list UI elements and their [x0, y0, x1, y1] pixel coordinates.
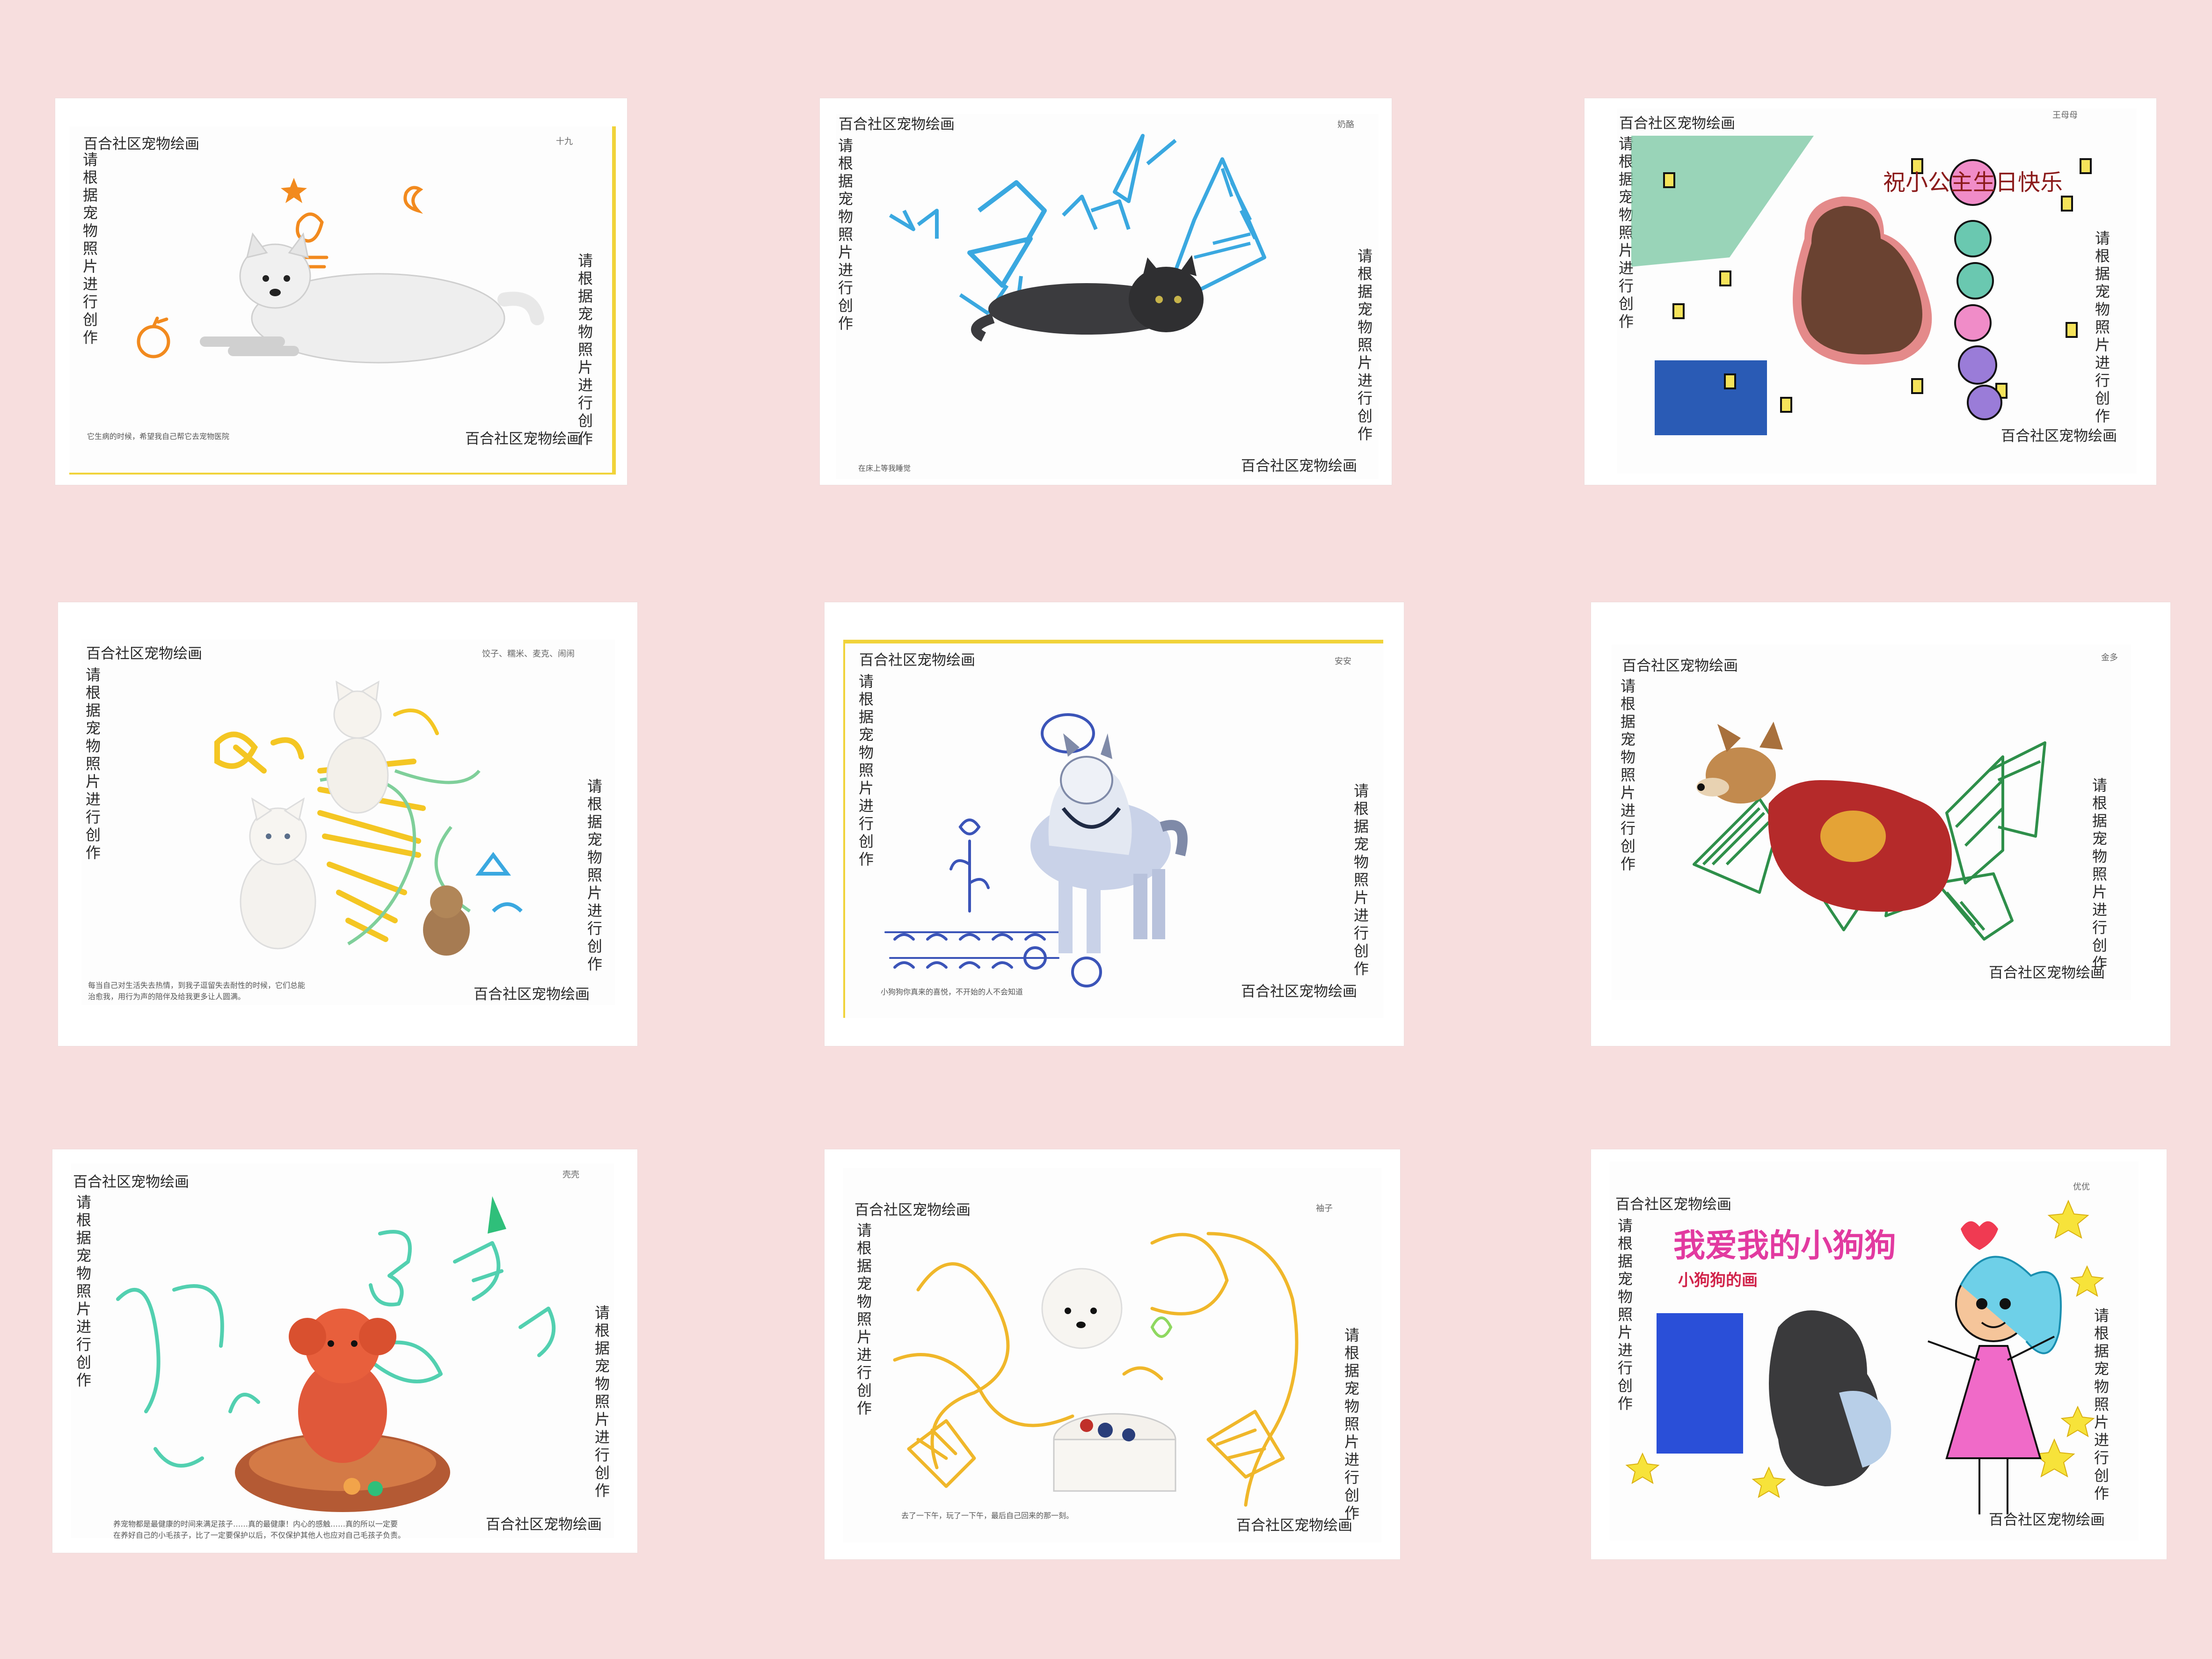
artwork-card-7[interactable]: 百合社区宠物绘画 请根据宠物照片进行创作 请根据宠物照片进行创作 壳壳 养宠物都…: [52, 1149, 637, 1553]
pet-name: 饺子、糯米、麦克、闹闹: [482, 649, 575, 659]
caption: 在床上等我睡觉: [858, 464, 911, 473]
side-text-right: 请根据宠物照片进行创作: [587, 777, 602, 973]
pet-drawing: [1625, 1199, 2104, 1514]
pet-drawing: [214, 680, 523, 956]
pet-drawing: [884, 713, 1188, 987]
card-title: 百合社区宠物绘画: [854, 1202, 971, 1219]
caption-line-1: 养宠物都是最健康的时间来满足孩子……真的最健康！内心的感触……真的所以一定要: [113, 1520, 398, 1528]
pet-name: 金多: [2101, 653, 2118, 663]
card-footer: 百合社区宠物绘画: [2001, 428, 2117, 445]
bichon-and-cake-photo: [1041, 1268, 1176, 1492]
cat-photo-3: [423, 885, 470, 956]
side-text-right: 请根据宠物照片进行创作: [1344, 1326, 1359, 1522]
pet-drawing: [1693, 722, 2046, 941]
side-text-right: 请根据宠物照片进行创作: [1357, 247, 1372, 443]
corgi-photo: [1696, 722, 1952, 912]
card-title: 百合社区宠物绘画: [1622, 658, 1738, 674]
side-text-right: 请根据宠物照片进行创作: [2094, 1307, 2109, 1502]
side-text-right: 请根据宠物照片进行创作: [2092, 776, 2107, 972]
card-title: 百合社区宠物绘画: [73, 1174, 189, 1191]
card-footer: 百合社区宠物绘画: [486, 1516, 602, 1533]
card-footer: 百合社区宠物绘画: [1989, 965, 2105, 981]
artwork-card-9[interactable]: 百合社区宠物绘画 请根据宠物照片进行创作 请根据宠物照片进行创作 优优 百合社区…: [1591, 1149, 2167, 1559]
caption: 它生病的时候，希望我自己帮它去宠物医院: [87, 432, 230, 441]
cat-photo-2: [240, 797, 316, 950]
side-text-right: 请根据宠物照片进行创作: [594, 1304, 610, 1499]
caption: 小狗狗你真来的喜悦，不开始的人不会知道: [881, 987, 1023, 996]
pet-name: 优优: [2073, 1182, 2090, 1192]
drawn-title: 我爱我的小狗狗: [1673, 1228, 1897, 1264]
side-text-right: 请根据宠物照片进行创作: [1353, 782, 1369, 978]
side-text-left: 请根据宠物照片进行创作: [1617, 1217, 1633, 1412]
side-text-left: 请根据宠物照片进行创作: [1620, 677, 1635, 873]
pet-name: 袖子: [1316, 1204, 1333, 1213]
card-title: 百合社区宠物绘画: [86, 645, 202, 662]
pet-drawing: 祝小公主生日快乐: [1631, 136, 2092, 435]
side-text-right: 请根据宠物照片进行创作: [2095, 229, 2110, 425]
husky-photo: [1030, 733, 1188, 953]
drawn-subtitle: 小狗狗的画: [1678, 1271, 1758, 1290]
card-title: 百合社区宠物绘画: [83, 136, 199, 153]
card-title: 百合社区宠物绘画: [839, 116, 955, 133]
pet-drawing: [137, 178, 544, 364]
caption-line-2: 治愈我，用行为声的陪伴及给我更多让人圆满。: [88, 992, 246, 1001]
artwork-card-4[interactable]: 百合社区宠物绘画 请根据宠物照片进行创作 请根据宠物照片进行创作 饺子、糯米、麦…: [58, 602, 637, 1046]
artwork-card-8[interactable]: 百合社区宠物绘画 请根据宠物照片进行创作 请根据宠物照片进行创作 袖子 去了一下…: [825, 1149, 1400, 1559]
card-title: 百合社区宠物绘画: [1619, 115, 1735, 132]
drawn-text: 祝小公主生日快乐: [1883, 169, 2063, 196]
girl-drawing: [1927, 1256, 2062, 1514]
card-footer: 百合社区宠物绘画: [465, 431, 581, 447]
pet-drawing: [893, 1232, 1299, 1507]
caption-line-1: 每当自己对生活失去热情，到我子逗留失去耐性的时候，它们总能: [88, 981, 306, 990]
dog-photo: [200, 232, 544, 364]
artwork-card-2[interactable]: 百合社区宠物绘画 请根据宠物照片进行创作 请根据宠物照片进行创作 奶酪 在床上等…: [820, 98, 1392, 485]
artwork-card-1[interactable]: 百合社区宠物绘画 请根据宠物照片进行创作 请根据宠物照片进行创作 十九 它生病的…: [55, 98, 627, 485]
cat-photo: [971, 255, 1204, 342]
side-text-left: 请根据宠物照片进行创作: [82, 151, 98, 346]
cat-photo-1: [326, 680, 389, 814]
artwork-card-3[interactable]: 百合社区宠物绘画 请根据宠物照片进行创作 请根据宠物照片进行创作 王母母 百合社…: [1584, 98, 2156, 485]
drawn-text-circles: [1949, 159, 2002, 420]
side-text-left: 请根据宠物照片进行创作: [85, 666, 101, 862]
pet-name: 奶酪: [1337, 120, 1354, 130]
artwork-card-6[interactable]: 百合社区宠物绘画 请根据宠物照片进行创作 请根据宠物照片进行创作 金多 百合社区…: [1591, 602, 2170, 1046]
side-text-right: 请根据宠物照片进行创作: [577, 252, 593, 447]
pet-name: 王母母: [2052, 110, 2078, 120]
pet-name: 十九: [556, 137, 573, 146]
poodle-photo: [1793, 197, 1932, 365]
pet-drawing: [116, 1196, 556, 1512]
pet-name: 安安: [1335, 657, 1351, 666]
card-footer: 百合社区宠物绘画: [1241, 458, 1357, 475]
pet-name: 壳壳: [562, 1170, 579, 1180]
card-footer: 百合社区宠物绘画: [1241, 983, 1357, 1000]
card-title: 百合社区宠物绘画: [859, 652, 975, 669]
artwork-card-5[interactable]: 百合社区宠物绘画 请根据宠物照片进行创作 请根据宠物照片进行创作 安安 小狗狗你…: [825, 602, 1404, 1046]
side-text-left: 请根据宠物照片进行创作: [858, 672, 874, 868]
side-text-left: 请根据宠物照片进行创作: [838, 137, 853, 332]
poodle-in-basket-photo: [235, 1308, 450, 1512]
side-text-left: 请根据宠物照片进行创作: [76, 1193, 91, 1389]
card-footer: 百合社区宠物绘画: [1236, 1517, 1352, 1534]
caption: 去了一下午，玩了一下午，最后自己回来的那一刻。: [901, 1511, 1074, 1520]
side-text-left: 请根据宠物照片进行创作: [856, 1221, 872, 1417]
pet-drawing: [889, 134, 1266, 342]
card-title: 百合社区宠物绘画: [1615, 1196, 1731, 1213]
poodle-photo: [1769, 1310, 1891, 1486]
caption-line-2: 在养好自己的小毛孩子，比了一定要保护以后，不仅保护其他人也应对自己毛孩子负责。: [113, 1531, 406, 1540]
card-footer: 百合社区宠物绘画: [474, 986, 590, 1003]
side-text-left: 请根据宠物照片进行创作: [1618, 135, 1634, 330]
